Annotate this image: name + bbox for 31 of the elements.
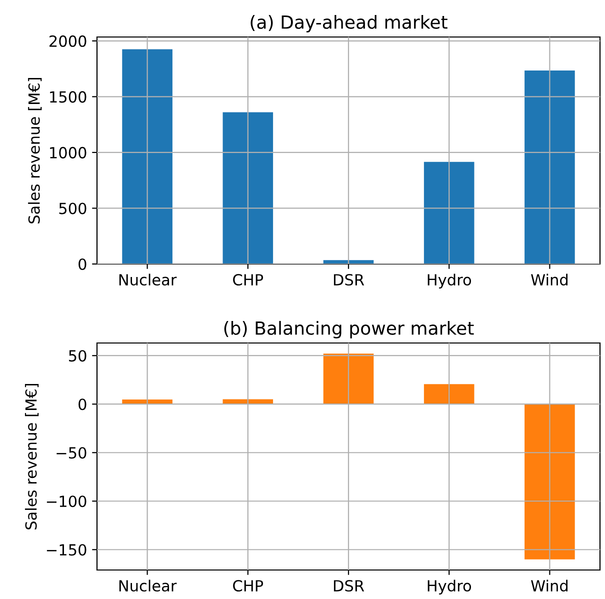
- x-tick-label: CHP: [233, 580, 264, 592]
- y-tick-label: 0: [78, 398, 86, 410]
- bar: [524, 404, 575, 560]
- chart-title: (b) Balancing power market: [224, 320, 474, 338]
- y-tick-label: −50: [56, 447, 86, 459]
- bar: [323, 354, 374, 404]
- x-tick-label: Hydro: [428, 274, 472, 289]
- y-tick-label: −150: [46, 544, 86, 556]
- y-tick-label: 50: [69, 350, 86, 362]
- x-tick-label: Hydro: [428, 580, 472, 595]
- x-tick-label: CHP: [233, 274, 264, 286]
- bar: [424, 384, 474, 404]
- y-axis-title: Sales revenue [M€]: [28, 78, 42, 224]
- x-tick-label: DSR: [334, 274, 364, 286]
- y-axis-title: Sales revenue [M€]: [24, 384, 39, 530]
- y-tick-label: −100: [46, 496, 86, 508]
- x-tick-label: Nuclear: [119, 274, 177, 286]
- x-tick-label: Wind: [531, 580, 568, 592]
- y-tick-label: 1500: [50, 91, 86, 103]
- bar: [524, 70, 575, 264]
- y-tick-label: 1000: [50, 146, 86, 158]
- bar: [122, 49, 172, 264]
- x-tick-label: DSR: [334, 580, 364, 592]
- y-tick-label: 500: [59, 202, 86, 214]
- x-tick-label: Wind: [531, 274, 568, 286]
- x-tick-label: Nuclear: [119, 580, 177, 592]
- y-tick-label: 2000: [50, 35, 86, 47]
- bar: [222, 112, 274, 264]
- bar: [424, 162, 474, 264]
- y-tick-label: 0: [78, 258, 86, 270]
- chart-title: (a) Day-ahead market: [250, 14, 448, 32]
